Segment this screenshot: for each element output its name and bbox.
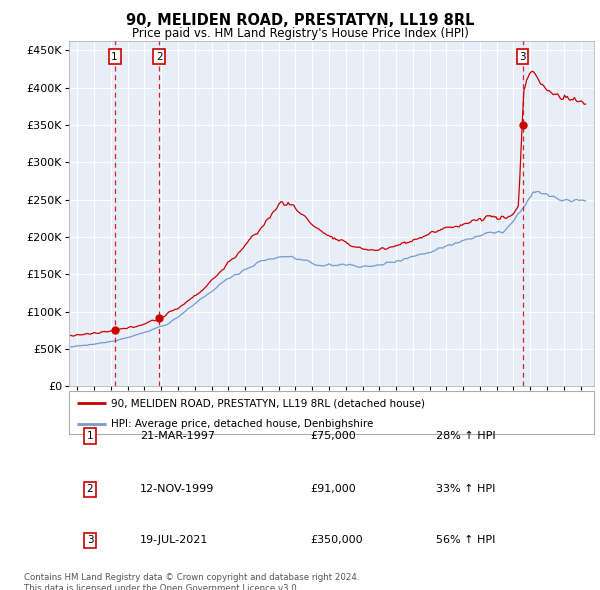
FancyBboxPatch shape — [69, 391, 594, 434]
Text: 12-NOV-1999: 12-NOV-1999 — [140, 484, 214, 494]
Text: 33% ↑ HPI: 33% ↑ HPI — [437, 484, 496, 494]
Text: 3: 3 — [519, 52, 526, 62]
Text: 28% ↑ HPI: 28% ↑ HPI — [437, 431, 496, 441]
Text: 1: 1 — [86, 431, 94, 441]
Text: £91,000: £91,000 — [311, 484, 356, 494]
Text: 19-JUL-2021: 19-JUL-2021 — [140, 536, 208, 545]
Text: £350,000: £350,000 — [311, 536, 363, 545]
Text: 90, MELIDEN ROAD, PRESTATYN, LL19 8RL (detached house): 90, MELIDEN ROAD, PRESTATYN, LL19 8RL (d… — [111, 398, 425, 408]
Text: 1: 1 — [112, 52, 118, 62]
Text: Price paid vs. HM Land Registry's House Price Index (HPI): Price paid vs. HM Land Registry's House … — [131, 27, 469, 40]
Text: HPI: Average price, detached house, Denbighshire: HPI: Average price, detached house, Denb… — [111, 419, 373, 430]
Text: 21-MAR-1997: 21-MAR-1997 — [140, 431, 215, 441]
Text: 3: 3 — [86, 536, 94, 545]
Text: 2: 2 — [86, 484, 94, 494]
Text: 90, MELIDEN ROAD, PRESTATYN, LL19 8RL: 90, MELIDEN ROAD, PRESTATYN, LL19 8RL — [126, 13, 474, 28]
Text: Contains HM Land Registry data © Crown copyright and database right 2024.
This d: Contains HM Land Registry data © Crown c… — [24, 573, 359, 590]
Text: 56% ↑ HPI: 56% ↑ HPI — [437, 536, 496, 545]
Text: £75,000: £75,000 — [311, 431, 356, 441]
Text: 2: 2 — [156, 52, 163, 62]
